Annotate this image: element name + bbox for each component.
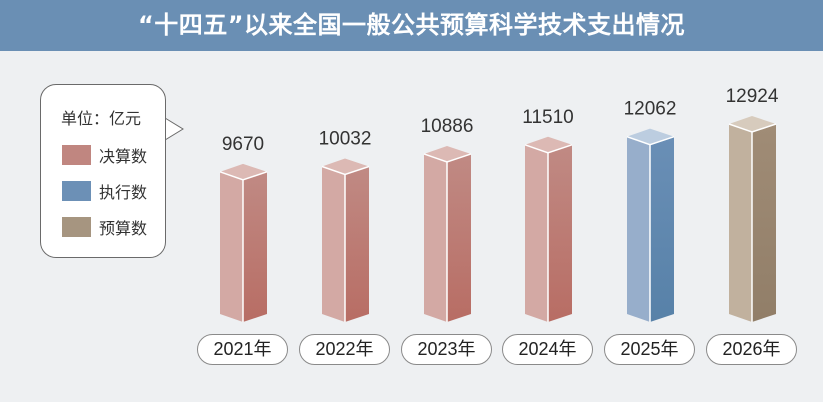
bar-2026年: [728, 116, 777, 322]
bar-2022年: [321, 158, 370, 322]
x-tick-label: 2026年: [706, 334, 797, 365]
bar-side-face: [752, 124, 776, 322]
legend-swatch: [62, 181, 91, 201]
unit-label: 单位：亿元: [61, 109, 142, 128]
bar-2021年: [219, 163, 268, 322]
bar-front-face: [525, 144, 548, 322]
bar-front-face: [627, 136, 650, 322]
bar-side-face: [243, 171, 267, 322]
legend-label: 决算数: [99, 147, 148, 166]
bar-front-face: [424, 153, 447, 322]
bar-2023年: [423, 145, 472, 322]
bar-front-face: [729, 124, 752, 322]
bar-side-face: [650, 136, 674, 322]
bar-side-face: [548, 144, 572, 322]
chart-title: “十四五”以来全国一般公共预算科学技术支出情况: [137, 11, 686, 39]
bar-2024年: [524, 136, 573, 322]
data-label: 11510: [522, 107, 573, 128]
bar-side-face: [447, 153, 471, 322]
x-tick-label: 2021年: [197, 334, 288, 365]
bar-front-face: [220, 171, 243, 322]
legend: 单位：亿元 决算数 执行数 预算数: [40, 84, 166, 258]
data-label: 9670: [222, 134, 264, 155]
header-bar: “十四五”以来全国一般公共预算科学技术支出情况: [0, 0, 823, 51]
legend-label: 预算数: [99, 219, 148, 238]
bar-side-face: [345, 166, 369, 322]
legend-label: 执行数: [99, 183, 148, 202]
x-tick-label: 2025年: [604, 334, 695, 365]
bar-2025年: [626, 128, 675, 322]
x-tick-label: 2022年: [299, 334, 390, 365]
legend-swatch: [62, 145, 91, 165]
legend-pointer: [164, 117, 184, 141]
bar-front-face: [322, 166, 345, 322]
x-tick-label: 2024年: [502, 334, 593, 365]
data-label: 12924: [726, 86, 779, 107]
legend-item-execution: 执行数: [62, 180, 147, 202]
legend-swatch: [62, 217, 91, 237]
data-label: 10886: [421, 116, 474, 137]
legend-item-budget: 预算数: [62, 216, 147, 238]
data-label: 10032: [319, 129, 372, 150]
x-tick-label: 2023年: [401, 334, 492, 365]
data-label: 12062: [624, 99, 677, 120]
legend-item-final: 决算数: [62, 144, 147, 166]
